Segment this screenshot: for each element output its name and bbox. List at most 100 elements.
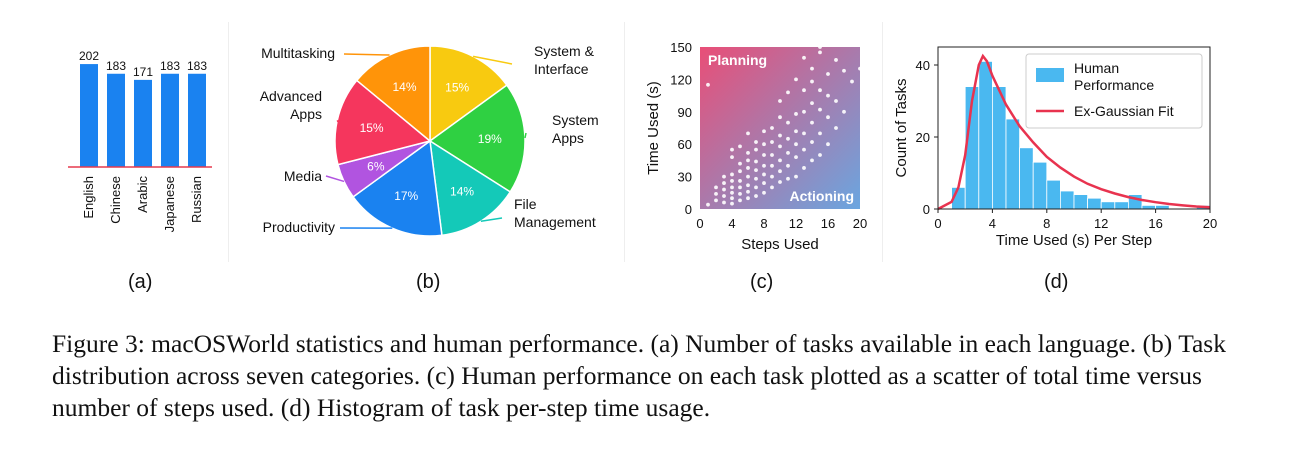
scatter-point (810, 101, 814, 106)
slice-pct-label: 15% (360, 121, 384, 135)
scatter-point (746, 183, 750, 188)
scatter-point (754, 168, 758, 173)
slice-pct-label: 14% (393, 80, 417, 94)
scatter-point (818, 107, 822, 112)
x-tick-label: 8 (760, 216, 767, 231)
scatter-point (794, 77, 798, 82)
legend-box (1025, 53, 1203, 129)
scatter-point (730, 172, 734, 177)
scatter-point (818, 88, 822, 93)
scatter-point (714, 198, 718, 203)
scatter-point (738, 198, 742, 203)
pie-slice (355, 45, 431, 143)
scatter-point (810, 140, 814, 144)
scatter-point (730, 147, 734, 152)
scatter-point (786, 120, 790, 125)
slice-pct-label: 14% (450, 185, 474, 199)
scatter-point (722, 200, 726, 205)
scatter-point (706, 202, 710, 207)
category-label: Japanese (162, 176, 177, 232)
annotation-label: Planning (708, 52, 767, 68)
bar-value-label: 183 (187, 59, 207, 73)
x-tick-label: 8 (1043, 216, 1050, 231)
scatter-point (754, 194, 758, 198)
y-axis-label: Count of Tasks (893, 79, 910, 178)
scatter-point (802, 55, 806, 60)
x-tick-label: 0 (934, 216, 941, 231)
scatter-point (802, 109, 806, 114)
scatter-point (762, 142, 766, 147)
scatter-point (754, 176, 758, 181)
scatter-point (834, 58, 838, 62)
bar-value-label: 171 (133, 65, 153, 79)
leader-line (480, 217, 503, 222)
scatter-point (778, 99, 782, 103)
y-tick-label: 150 (670, 40, 692, 55)
y-tick-label: 30 (678, 170, 692, 185)
panel-d-label: (d) (1044, 271, 1069, 293)
x-tick-label: 20 (853, 216, 867, 231)
histogram-bar (1005, 118, 1020, 210)
scatter-point (738, 185, 742, 190)
scatter-point (730, 179, 734, 183)
histogram-bar (1114, 201, 1129, 210)
slice-label: System Apps (552, 112, 599, 146)
histogram-bar (1141, 204, 1157, 210)
scatter-point (762, 172, 766, 177)
scatter-point (746, 166, 750, 170)
scatter-point (826, 93, 830, 98)
scatter-point (738, 179, 742, 183)
scatter-point (794, 142, 798, 147)
legend-swatch-histogram (1036, 68, 1064, 82)
scatter-point (746, 150, 750, 155)
scatter-point (778, 115, 782, 120)
bar-value-label: 183 (160, 59, 180, 73)
histogram-bar (1100, 201, 1116, 210)
scatter-point (770, 163, 774, 168)
category-label: Arabic (135, 176, 150, 213)
scatter-point (786, 150, 790, 155)
scatter-point (730, 185, 734, 190)
chart-b: 15% System & Interface 19% System Apps 14% File… (260, 43, 599, 237)
chart-a: 202 English 183 Chinese 171 Arabic 183 Japanese… (68, 49, 212, 232)
scatter-point (762, 190, 766, 195)
y-tick-label: 40 (916, 58, 930, 73)
scatter-point (834, 99, 838, 103)
leader-line (336, 119, 339, 123)
panel-b-label: (b) (416, 271, 441, 293)
scatter-point (754, 140, 758, 144)
scatter-point (826, 72, 830, 76)
scatter-point (770, 126, 774, 130)
scatter-point (842, 68, 846, 73)
scatter-point (746, 174, 750, 179)
category-label: English (81, 176, 96, 219)
x-tick-label: 12 (1094, 216, 1108, 231)
scatter-point (858, 66, 862, 71)
legend-label-fit: Ex-Gaussian Fit (1074, 103, 1174, 119)
slice-pct-label: 17% (394, 189, 418, 203)
scatter-point (762, 163, 766, 168)
scatter-point (810, 66, 814, 71)
scatter-point (786, 163, 790, 168)
fit-curve (937, 53, 1211, 211)
scatter-point (834, 126, 838, 130)
scatter-point (714, 191, 718, 196)
x-tick-label: 4 (728, 216, 735, 231)
scatter-point (810, 158, 814, 163)
scatter-point (738, 161, 742, 166)
scatter-point (730, 201, 734, 206)
scatter-point (826, 115, 830, 120)
y-tick-label: 0 (685, 202, 692, 217)
scatter-point (802, 131, 806, 136)
scatter-point (802, 147, 806, 152)
histogram-bar (992, 86, 1007, 210)
chart-c: Planning Actioning 0 4 8 12 16 20 0 30 60 90 120 150 S… (645, 40, 867, 253)
bar-value-label: 183 (106, 59, 126, 73)
scatter-point (810, 120, 814, 125)
scatter-point (794, 155, 798, 160)
scatter-point (810, 79, 814, 84)
histogram-bar (978, 61, 993, 210)
scatter-point (794, 174, 798, 179)
histogram-bar (1087, 197, 1102, 210)
bar (188, 73, 206, 167)
